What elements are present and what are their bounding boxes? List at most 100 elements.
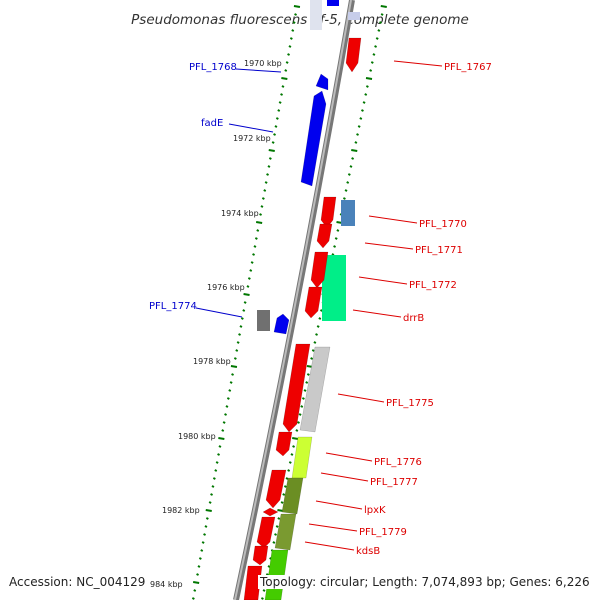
leader-pfl1768 — [235, 68, 282, 73]
left-tick-track — [247, 277, 251, 280]
left-tick-track — [294, 13, 297, 16]
left-tick-track — [230, 365, 238, 368]
right-tick-track — [362, 101, 366, 104]
left-tick-track — [238, 333, 241, 336]
scale-label: 984 kbp — [150, 580, 183, 589]
topology-text: Topology: circular; Length: 7,074,893 bp… — [258, 575, 592, 589]
scale-label: 1982 kbp — [162, 506, 200, 515]
right-tick-track — [277, 517, 281, 520]
right-tick-track — [375, 37, 379, 40]
right-tick-track — [342, 197, 346, 200]
left-tick-track — [252, 253, 255, 256]
left-tick-track — [231, 373, 234, 376]
scale-label: 1972 kbp — [233, 134, 271, 143]
left-tick-track — [203, 533, 206, 536]
gene-label-kdsb[interactable]: kdsB — [356, 546, 380, 557]
left-tick-track — [263, 189, 267, 192]
left-tick-track — [291, 29, 295, 32]
gene-label-pfl1776[interactable]: PFL_1776 — [374, 457, 422, 468]
left-tick-track — [292, 21, 296, 24]
left-tick-track — [196, 573, 199, 576]
right-tick-track — [365, 85, 369, 88]
right-tick-track — [298, 413, 302, 416]
gene-label-fade[interactable]: fadE — [201, 118, 223, 129]
right-tick-track — [301, 397, 305, 400]
gene-kdsb — [252, 545, 269, 566]
right-tick-track — [316, 325, 320, 328]
left-tick-track — [224, 413, 227, 416]
right-tick-track — [357, 125, 361, 128]
gene-fade — [300, 90, 327, 187]
leader-lpxk — [315, 500, 363, 510]
right-tick-track — [292, 445, 296, 448]
gene-label-pfl1774[interactable]: PFL_1774 — [149, 301, 197, 312]
gene-pfl1776-box — [291, 436, 313, 479]
right-tick-track — [265, 573, 269, 576]
gene-label-pfl1768[interactable]: PFL_1768 — [189, 62, 237, 73]
right-tick-track — [318, 317, 322, 320]
right-tick-track — [315, 333, 318, 336]
gene-label-pfl1777[interactable]: PFL_1777 — [370, 477, 418, 488]
partial-gene-top-3 — [348, 12, 360, 20]
gene-label-pfl1770[interactable]: PFL_1770 — [419, 219, 467, 230]
gene-grey-left — [257, 310, 270, 331]
left-tick-track — [222, 421, 226, 424]
gene-label-pfl1772[interactable]: PFL_1772 — [409, 280, 457, 291]
gene-lpxk-box — [274, 513, 297, 551]
label-leaders — [195, 60, 443, 551]
left-tick-track — [197, 565, 201, 568]
gene-label-pfl1767[interactable]: PFL_1767 — [444, 62, 492, 73]
left-tick-track — [277, 109, 281, 112]
right-tick-track — [344, 189, 348, 192]
left-tick-track — [287, 53, 290, 56]
left-tick-track — [273, 133, 276, 136]
right-tick-track — [372, 53, 376, 56]
left-tick-track — [285, 61, 289, 64]
left-tick-track — [254, 237, 258, 240]
gene-label-pfl1775[interactable]: PFL_1775 — [386, 398, 434, 409]
left-tick-track — [198, 557, 202, 560]
right-tick-track — [370, 61, 374, 64]
gene-label-pfl1779[interactable]: PFL_1779 — [359, 527, 407, 538]
right-tick-track — [295, 429, 299, 432]
right-tick-track — [267, 565, 271, 568]
accession-text: Accession: NC_004129 — [7, 575, 148, 589]
gene-pfl1777 — [265, 469, 287, 509]
right-tick-track — [333, 245, 337, 248]
gene-pfl1775-box — [299, 346, 331, 433]
gene-red-bottom — [243, 565, 263, 600]
left-tick-track — [228, 389, 232, 392]
left-tick-track — [274, 125, 278, 128]
right-tick-track — [377, 29, 381, 32]
gene-label-drrb[interactable]: drrB — [403, 313, 424, 324]
leader-drrb — [352, 309, 402, 318]
left-tick-track — [280, 93, 283, 96]
left-tick-track — [281, 85, 285, 88]
right-tick-track — [334, 237, 338, 240]
left-tick-track — [193, 589, 197, 592]
right-tick-track — [361, 109, 364, 112]
gene-red-1974 — [320, 196, 337, 229]
right-tick-track — [349, 165, 353, 168]
right-tick-track — [364, 93, 368, 96]
right-tick-track — [313, 341, 317, 344]
gene-drrb — [304, 286, 323, 319]
gene-label-lpxk[interactable]: lpxK — [364, 505, 386, 516]
leader-pfl1779 — [308, 523, 358, 532]
right-tick-track — [285, 477, 289, 480]
left-tick-track — [266, 173, 269, 176]
right-tick-track — [380, 13, 384, 16]
right-tick-track — [369, 69, 373, 72]
right-tick-track — [356, 133, 359, 136]
left-tick-track — [242, 309, 246, 312]
left-tick-track — [256, 229, 260, 232]
leader-pfl1774 — [195, 307, 243, 318]
gene-label-pfl1771[interactable]: PFL_1771 — [415, 245, 463, 256]
gene-pfl1768 — [315, 73, 329, 91]
left-tick-track — [191, 597, 195, 600]
gene-pfl1776 — [275, 431, 293, 457]
right-tick-track — [379, 21, 382, 24]
right-tick-track — [287, 469, 291, 472]
right-tick-track — [310, 357, 314, 360]
leader-pfl1770 — [368, 215, 418, 224]
